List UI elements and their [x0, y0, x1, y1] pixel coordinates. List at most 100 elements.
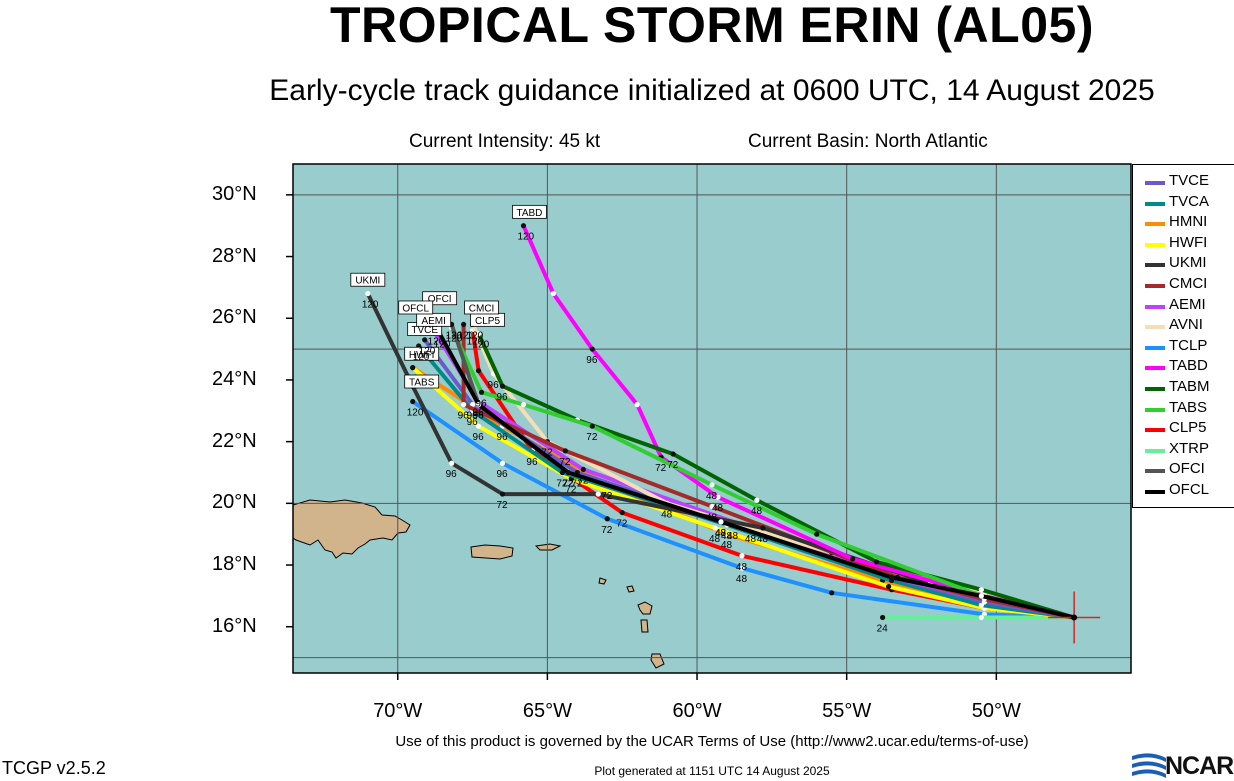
forecast-hour-label: 72: [562, 478, 574, 489]
current-basin: Current Basin: North Atlantic: [748, 131, 988, 152]
track-point: [888, 574, 895, 580]
track-point: [562, 448, 568, 454]
model-label-text: OFCI: [428, 294, 452, 305]
model-label-text: CMCI: [469, 303, 495, 314]
legend-label: CMCI: [1169, 275, 1208, 292]
forecast-hour-label: 48: [661, 509, 673, 520]
forecast-hour-label: 120: [517, 232, 534, 243]
legend-label: TVCE: [1169, 172, 1210, 189]
x-tick-label: 70°W: [373, 700, 423, 722]
forecast-hour-label: 96: [497, 469, 509, 480]
y-tick-label: 26°N: [212, 306, 257, 329]
legend-label: CLP5: [1169, 419, 1207, 437]
track-point: [478, 389, 485, 395]
model-label-text: OFCL: [402, 303, 429, 314]
axis-ticks: [286, 194, 998, 680]
y-tick-label: 20°N: [212, 491, 257, 514]
forecast-hour-label: 96: [497, 392, 509, 403]
model-label-text: AEMI: [421, 316, 445, 327]
track-point: [874, 559, 880, 565]
track-point: [619, 509, 625, 516]
legend-swatch: [1145, 304, 1165, 309]
forecast-hour-label: 96: [467, 417, 479, 428]
forecast-hour-label: 72: [571, 478, 583, 489]
forecast-hour-label: 48: [709, 534, 721, 545]
legend-label: AEMI: [1169, 295, 1206, 313]
puerto-rico-island: [470, 544, 514, 560]
legend-swatch: [1145, 222, 1165, 227]
track-point: [739, 553, 745, 559]
forecast-hour-label: 96: [473, 432, 485, 443]
legend-swatch: [1145, 428, 1165, 433]
track-point: [879, 614, 886, 621]
forecast-hour-label: 48: [712, 503, 724, 514]
model-label-box: [350, 272, 386, 287]
track-point: [718, 519, 724, 525]
track-point: [978, 614, 984, 621]
forecast-hour-label: 96: [476, 398, 488, 409]
track-point: [709, 482, 715, 488]
map-subtitle: Early-cycle track guidance initialized a…: [269, 74, 1155, 107]
x-tick-label: 55°W: [822, 700, 872, 722]
forecast-hour-label: 120: [446, 330, 463, 341]
track-point: [739, 565, 745, 571]
forecast-hour-label: 96: [526, 457, 538, 468]
model-label-text: TVCE: [411, 325, 438, 336]
forecast-hour-label: 48: [736, 574, 748, 585]
track-point: [850, 556, 856, 562]
legend-swatch: [1145, 263, 1165, 268]
forecast-hour-label: 96: [473, 408, 485, 419]
forecast-hour-label: 96: [473, 411, 485, 422]
legend-label: AVNI: [1169, 316, 1203, 334]
version-label: TCGP v2.5.2: [2, 758, 106, 778]
forecast-hour-label: 48: [751, 506, 763, 517]
legend-label: TABS: [1169, 398, 1208, 416]
forecast-hour-label: 120: [434, 340, 451, 351]
forecast-hour-label: 48: [727, 531, 739, 542]
dominica-island: [640, 619, 649, 633]
track-point: [754, 497, 760, 503]
storm-center: [1071, 614, 1078, 621]
forecast-hour-label: 72: [616, 519, 628, 530]
model-label-text: UKMI: [355, 276, 380, 287]
forecast-hour-label: 72: [565, 485, 577, 496]
model-label-text: CLP5: [475, 316, 500, 327]
forecast-hour-label: 48: [715, 528, 727, 539]
track-tabs: [449, 325, 1077, 620]
legend-swatch: [1145, 469, 1165, 474]
forecast-hour-label: 120: [428, 337, 445, 348]
legend-label: HMNI: [1169, 213, 1208, 231]
forecast-tracks: [365, 223, 1077, 621]
forecast-hour-label: 96: [446, 469, 458, 480]
track-point: [670, 451, 676, 457]
forecast-hour-label: 120: [446, 333, 463, 344]
legend-swatch: [1145, 490, 1165, 494]
track-point: [365, 290, 371, 297]
y-tick-label: 24°N: [212, 367, 257, 390]
x-tick-label: 50°W: [971, 700, 1021, 722]
legend-label: OFCI: [1169, 460, 1205, 478]
legend-swatch: [1145, 407, 1165, 412]
track-point: [978, 593, 984, 599]
track-point: [475, 402, 482, 408]
plot-frame: [292, 163, 1132, 674]
track-point: [499, 491, 506, 497]
model-labels: 48 72 96 120 24 48 72 96 120 CLP5 48 72 96 120 48 72 96 1…: [350, 204, 889, 634]
map-title: TROPICAL STORM ERIN (AL05): [330, 0, 1094, 53]
forecast-hour-label: 72: [559, 457, 571, 468]
forecast-hour-label: 120: [467, 337, 484, 348]
legend-label: HWFI: [1169, 233, 1208, 251]
forecast-hour-label: 24: [877, 623, 889, 634]
track-point: [885, 584, 892, 590]
forecast-hour-label: 72: [601, 525, 613, 536]
track-point: [634, 402, 640, 408]
track-point: [449, 460, 455, 466]
forecast-hour-label: 72: [601, 491, 613, 502]
forecast-hour-label: 48: [736, 562, 748, 573]
forecast-hour-label: 120: [407, 408, 424, 419]
track-point: [422, 337, 428, 343]
forecast-hour-label: 48: [757, 534, 769, 545]
forecast-hour-label: 72: [655, 463, 667, 474]
ocean-background: [293, 164, 1131, 673]
